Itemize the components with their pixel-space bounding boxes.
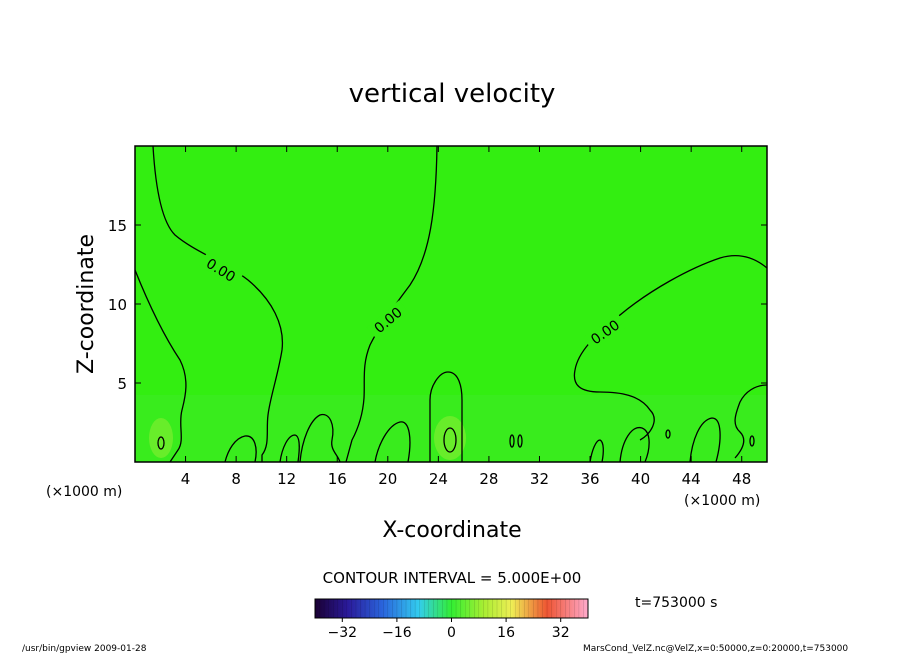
colorbar: −32 −16 0 16 32	[314, 598, 589, 641]
footer-right: MarsCond_VelZ.nc@VelZ,x=0:50000,z=0:2000…	[583, 644, 848, 654]
x-tick-label: 48	[732, 470, 751, 488]
colorbar-tick-label: −32	[328, 625, 358, 641]
plot-area: 0.00 0.00 0.00	[134, 145, 768, 463]
x-tick-label: 40	[631, 470, 650, 488]
surface-contour	[224, 435, 257, 463]
colorbar-tick-label: 32	[552, 625, 570, 641]
colorbar-tick-label: 16	[497, 625, 515, 641]
closed-contour	[509, 434, 515, 448]
updraft-region	[149, 418, 173, 458]
surface-contour	[374, 421, 411, 463]
y-axis: 5 10 15	[108, 217, 767, 393]
surface-contour	[279, 434, 300, 463]
surface-contour	[619, 427, 650, 463]
x-unit-right: (×1000 m)	[684, 493, 760, 509]
colorbar-stripes	[319, 599, 584, 618]
colorbar-tick-label: 0	[447, 625, 456, 641]
x-tick-label: 20	[378, 470, 397, 488]
colorbar-ticks: −32 −16 0 16 32	[328, 618, 570, 641]
closed-contour	[157, 436, 165, 450]
x-tick-label: 8	[231, 470, 241, 488]
x-tick-label: 32	[530, 470, 549, 488]
x-unit-left: (×1000 m)	[46, 484, 122, 500]
contour-label-bg	[366, 300, 410, 340]
colorbar-tick-label: −16	[382, 625, 412, 641]
y-tick-label: 10	[108, 296, 127, 314]
y-tick-label: 15	[108, 217, 127, 235]
zero-contour	[134, 269, 187, 463]
contour-label-bg	[198, 252, 244, 288]
contour-interval: CONTOUR INTERVAL = 5.000E+00	[323, 569, 582, 587]
x-tick-label: 44	[682, 470, 701, 488]
footer-left: /usr/bin/gpview 2009-01-28	[22, 644, 147, 654]
zero-contour	[734, 384, 768, 459]
updraft-region	[434, 416, 466, 460]
surface-contour	[689, 417, 721, 463]
surface-contour	[299, 413, 341, 463]
contour-label-bg	[583, 313, 627, 351]
x-tick-label: 16	[328, 470, 347, 488]
surface-contour	[429, 371, 463, 462]
closed-contour	[443, 427, 457, 453]
chart-title: vertical velocity	[349, 79, 556, 109]
zero-contour	[573, 254, 768, 441]
y-tick-label: 5	[117, 375, 127, 393]
closed-contour	[517, 434, 523, 448]
surface-contour	[589, 439, 604, 463]
x-tick-label: 28	[479, 470, 498, 488]
time-label: t=753000 s	[635, 595, 717, 611]
closed-contour	[665, 429, 671, 439]
x-tick-label: 12	[277, 470, 296, 488]
zero-contour	[152, 145, 284, 462]
x-tick-label: 24	[429, 470, 448, 488]
x-axis-label: X-coordinate	[382, 518, 521, 543]
x-tick-label: 4	[181, 470, 191, 488]
y-axis-label: Z-coordinate	[74, 234, 99, 374]
closed-contour	[749, 435, 755, 447]
x-axis: 4 8 12 16 20 24 28 32 36 40 44 48	[181, 146, 751, 488]
x-tick-label: 36	[580, 470, 599, 488]
velocity-field	[135, 146, 767, 462]
